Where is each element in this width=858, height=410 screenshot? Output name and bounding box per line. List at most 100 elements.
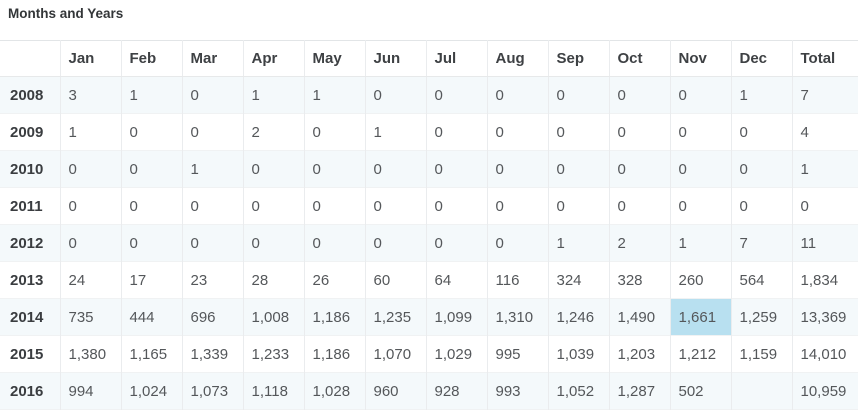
- cell-2012-sep[interactable]: 1: [547, 224, 609, 262]
- cell-2015-apr[interactable]: 1,233: [242, 335, 304, 373]
- cell-2009-jul[interactable]: 0: [425, 113, 487, 151]
- cell-2011-may[interactable]: 0: [303, 187, 365, 225]
- cell-2012-jun[interactable]: 0: [364, 224, 426, 262]
- cell-2010-total[interactable]: 1: [791, 150, 858, 188]
- cell-2013-dec[interactable]: 564: [730, 261, 792, 299]
- cell-2013-may[interactable]: 26: [303, 261, 365, 299]
- cell-2010-jul[interactable]: 0: [425, 150, 487, 188]
- cell-2012-feb[interactable]: 0: [120, 224, 182, 262]
- cell-2010-feb[interactable]: 0: [120, 150, 182, 188]
- cell-2013-jul[interactable]: 64: [425, 261, 487, 299]
- cell-2016-dec[interactable]: [730, 372, 792, 410]
- cell-2010-oct[interactable]: 0: [608, 150, 670, 188]
- cell-2013-feb[interactable]: 17: [120, 261, 182, 299]
- cell-2011-apr[interactable]: 0: [242, 187, 304, 225]
- cell-2011-jun[interactable]: 0: [364, 187, 426, 225]
- cell-2014-sep[interactable]: 1,246: [547, 298, 609, 336]
- cell-2015-mar[interactable]: 1,339: [181, 335, 243, 373]
- cell-2009-dec[interactable]: 0: [730, 113, 792, 151]
- cell-2010-may[interactable]: 0: [303, 150, 365, 188]
- cell-2013-mar[interactable]: 23: [181, 261, 243, 299]
- cell-2014-dec[interactable]: 1,259: [730, 298, 792, 336]
- cell-2016-nov[interactable]: 502: [669, 372, 731, 410]
- cell-2016-total[interactable]: 10,959: [791, 372, 858, 410]
- cell-2013-aug[interactable]: 116: [486, 261, 548, 299]
- cell-2013-apr[interactable]: 28: [242, 261, 304, 299]
- cell-2016-mar[interactable]: 1,073: [181, 372, 243, 410]
- cell-2011-sep[interactable]: 0: [547, 187, 609, 225]
- cell-2015-dec[interactable]: 1,159: [730, 335, 792, 373]
- cell-2015-aug[interactable]: 995: [486, 335, 548, 373]
- cell-2008-dec[interactable]: 1: [730, 76, 792, 114]
- cell-2012-jul[interactable]: 0: [425, 224, 487, 262]
- cell-2016-may[interactable]: 1,028: [303, 372, 365, 410]
- cell-2010-mar[interactable]: 1: [181, 150, 243, 188]
- cell-2012-may[interactable]: 0: [303, 224, 365, 262]
- cell-2015-oct[interactable]: 1,203: [608, 335, 670, 373]
- cell-2016-apr[interactable]: 1,118: [242, 372, 304, 410]
- cell-2010-sep[interactable]: 0: [547, 150, 609, 188]
- cell-2008-nov[interactable]: 0: [669, 76, 731, 114]
- cell-2011-oct[interactable]: 0: [608, 187, 670, 225]
- cell-2015-total[interactable]: 14,010: [791, 335, 858, 373]
- cell-2008-jan[interactable]: 3: [59, 76, 121, 114]
- cell-2014-jan[interactable]: 735: [59, 298, 121, 336]
- cell-2009-mar[interactable]: 0: [181, 113, 243, 151]
- cell-2009-sep[interactable]: 0: [547, 113, 609, 151]
- cell-2011-nov[interactable]: 0: [669, 187, 731, 225]
- cell-2011-jan[interactable]: 0: [59, 187, 121, 225]
- cell-2009-feb[interactable]: 0: [120, 113, 182, 151]
- cell-2013-oct[interactable]: 328: [608, 261, 670, 299]
- cell-2008-may[interactable]: 1: [303, 76, 365, 114]
- cell-2012-total[interactable]: 11: [791, 224, 858, 262]
- cell-2008-aug[interactable]: 0: [486, 76, 548, 114]
- cell-2008-sep[interactable]: 0: [547, 76, 609, 114]
- cell-2012-aug[interactable]: 0: [486, 224, 548, 262]
- cell-2014-aug[interactable]: 1,310: [486, 298, 548, 336]
- cell-2011-total[interactable]: 0: [791, 187, 858, 225]
- cell-2011-feb[interactable]: 0: [120, 187, 182, 225]
- cell-2013-jun[interactable]: 60: [364, 261, 426, 299]
- cell-2012-mar[interactable]: 0: [181, 224, 243, 262]
- cell-2010-aug[interactable]: 0: [486, 150, 548, 188]
- cell-2011-aug[interactable]: 0: [486, 187, 548, 225]
- cell-2013-total[interactable]: 1,834: [791, 261, 858, 299]
- cell-2010-jun[interactable]: 0: [364, 150, 426, 188]
- cell-2009-jun[interactable]: 1: [364, 113, 426, 151]
- cell-2008-mar[interactable]: 0: [181, 76, 243, 114]
- cell-2013-sep[interactable]: 324: [547, 261, 609, 299]
- cell-2014-mar[interactable]: 696: [181, 298, 243, 336]
- cell-2012-nov[interactable]: 1: [669, 224, 731, 262]
- cell-2011-mar[interactable]: 0: [181, 187, 243, 225]
- cell-2009-aug[interactable]: 0: [486, 113, 548, 151]
- cell-2016-sep[interactable]: 1,052: [547, 372, 609, 410]
- cell-2016-jul[interactable]: 928: [425, 372, 487, 410]
- cell-2016-aug[interactable]: 993: [486, 372, 548, 410]
- cell-2015-feb[interactable]: 1,165: [120, 335, 182, 373]
- cell-2013-nov[interactable]: 260: [669, 261, 731, 299]
- cell-2015-jun[interactable]: 1,070: [364, 335, 426, 373]
- cell-2014-total[interactable]: 13,369: [791, 298, 858, 336]
- cell-2014-apr[interactable]: 1,008: [242, 298, 304, 336]
- cell-2016-feb[interactable]: 1,024: [120, 372, 182, 410]
- cell-2013-jan[interactable]: 24: [59, 261, 121, 299]
- cell-2008-jun[interactable]: 0: [364, 76, 426, 114]
- cell-2008-total[interactable]: 7: [791, 76, 858, 114]
- cell-2011-jul[interactable]: 0: [425, 187, 487, 225]
- cell-2009-total[interactable]: 4: [791, 113, 858, 151]
- cell-2009-nov[interactable]: 0: [669, 113, 731, 151]
- cell-2009-jan[interactable]: 1: [59, 113, 121, 151]
- cell-2015-sep[interactable]: 1,039: [547, 335, 609, 373]
- cell-2012-oct[interactable]: 2: [608, 224, 670, 262]
- cell-2014-may[interactable]: 1,186: [303, 298, 365, 336]
- cell-2012-apr[interactable]: 0: [242, 224, 304, 262]
- cell-2010-dec[interactable]: 0: [730, 150, 792, 188]
- cell-2016-oct[interactable]: 1,287: [608, 372, 670, 410]
- cell-2010-apr[interactable]: 0: [242, 150, 304, 188]
- cell-2011-dec[interactable]: 0: [730, 187, 792, 225]
- cell-2016-jun[interactable]: 960: [364, 372, 426, 410]
- cell-2009-may[interactable]: 0: [303, 113, 365, 151]
- cell-2008-feb[interactable]: 1: [120, 76, 182, 114]
- cell-2008-oct[interactable]: 0: [608, 76, 670, 114]
- cell-2014-nov[interactable]: 1,661: [669, 298, 731, 336]
